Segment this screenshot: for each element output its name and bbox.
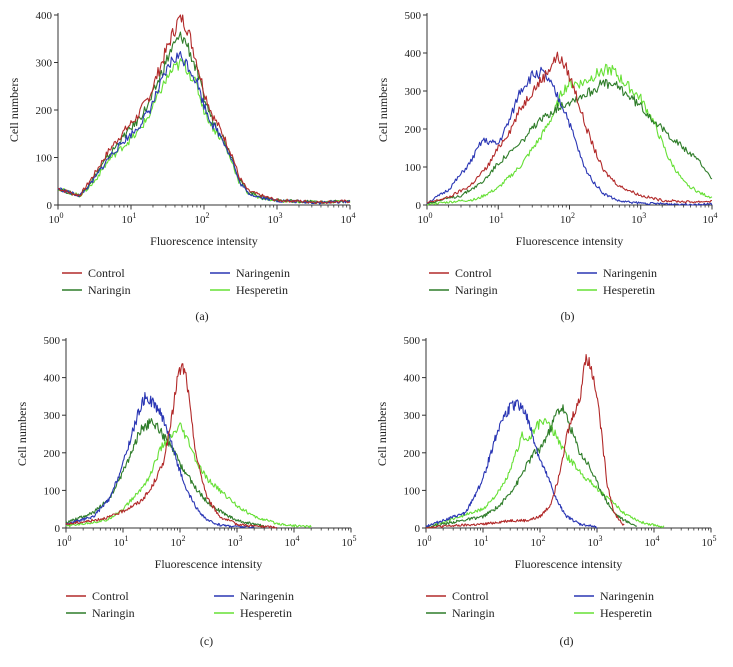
x-axis-title: Fluorescence intensity — [516, 234, 624, 248]
y-tick-label: 500 — [404, 335, 421, 347]
legend-label-hesperetin: Hesperetin — [240, 606, 292, 620]
y-tick-label: 200 — [404, 448, 421, 460]
x-tick-label: 103 — [268, 211, 283, 226]
legend-label-naringin: Naringin — [452, 606, 495, 620]
y-tick-label: 300 — [404, 410, 421, 422]
legend-label-control: Control — [88, 266, 125, 280]
series-line-hesperetin — [426, 63, 713, 206]
legend-label-hesperetin: Hesperetin — [600, 606, 652, 620]
y-tick-label: 200 — [405, 124, 422, 136]
y-axis-title: Cell numbers — [375, 402, 389, 467]
legend-label-hesperetin: Hesperetin — [236, 283, 288, 297]
series-line-naringenin — [65, 392, 255, 529]
x-tick-label: 105 — [702, 534, 717, 549]
panel-caption: (a) — [195, 309, 208, 323]
y-tick-label: 300 — [36, 58, 53, 70]
x-tick-label: 103 — [228, 534, 243, 549]
x-tick-label: 102 — [560, 211, 575, 226]
y-tick-label: 500 — [44, 335, 61, 347]
series-line-control — [65, 363, 277, 529]
y-axis-title: Cell numbers — [7, 78, 21, 143]
y-tick-label: 100 — [36, 153, 53, 165]
legend-label-naringenin: Naringenin — [240, 589, 294, 603]
y-tick-label: 100 — [405, 162, 422, 174]
panel-caption: (b) — [561, 309, 575, 323]
legend-label-control: Control — [92, 589, 129, 603]
panel-caption: (c) — [200, 634, 213, 648]
x-tick-label: 103 — [631, 211, 646, 226]
y-tick-label: 0 — [47, 200, 53, 212]
legend-label-naringenin: Naringenin — [600, 589, 654, 603]
series-line-control — [425, 354, 625, 529]
series-line-naringin — [57, 31, 351, 204]
y-tick-label: 400 — [405, 48, 422, 60]
x-tick-label: 104 — [645, 534, 660, 549]
series-line-naringenin — [57, 51, 351, 205]
y-tick-label: 200 — [36, 105, 53, 117]
x-tick-label: 101 — [474, 534, 489, 549]
series-line-control — [57, 14, 351, 204]
series-line-naringenin — [425, 399, 598, 529]
y-tick-label: 400 — [44, 373, 61, 385]
y-tick-label: 400 — [36, 10, 53, 22]
x-tick-label: 102 — [195, 211, 210, 226]
y-tick-label: 300 — [405, 86, 422, 98]
y-tick-label: 100 — [44, 485, 61, 497]
legend-label-naringin: Naringin — [455, 283, 498, 297]
y-tick-label: 0 — [55, 523, 61, 535]
legend-label-naringin: Naringin — [92, 606, 135, 620]
series-line-naringin — [65, 418, 265, 528]
x-tick-label: 101 — [122, 211, 137, 226]
y-tick-label: 0 — [416, 200, 422, 212]
legend-label-naringenin: Naringenin — [236, 266, 290, 280]
y-tick-label: 300 — [44, 410, 61, 422]
legend-label-control: Control — [452, 589, 489, 603]
series-line-naringenin — [426, 66, 713, 206]
y-axis-title: Cell numbers — [376, 78, 390, 143]
y-axis-title: Cell numbers — [15, 402, 29, 467]
x-tick-label: 102 — [171, 534, 186, 549]
x-axis-title: Fluorescence intensity — [155, 557, 263, 571]
series-line-control — [426, 51, 712, 204]
x-tick-label: 102 — [531, 534, 546, 549]
series-line-hesperetin — [425, 417, 665, 529]
legend-label-naringenin: Naringenin — [603, 266, 657, 280]
x-tick-label: 100 — [57, 534, 72, 549]
series-line-naringin — [426, 78, 713, 205]
x-tick-label: 104 — [285, 534, 300, 549]
x-tick-label: 105 — [342, 534, 357, 549]
y-tick-label: 200 — [44, 448, 61, 460]
x-tick-label: 100 — [49, 211, 64, 226]
y-tick-label: 0 — [415, 523, 421, 535]
series-line-hesperetin — [65, 422, 312, 529]
y-tick-label: 500 — [405, 10, 422, 22]
x-axis-title: Fluorescence intensity — [515, 557, 623, 571]
y-tick-label: 100 — [404, 485, 421, 497]
legend-label-naringin: Naringin — [88, 283, 131, 297]
x-tick-label: 101 — [114, 534, 129, 549]
x-tick-label: 100 — [418, 211, 433, 226]
y-tick-label: 400 — [404, 373, 421, 385]
series-line-hesperetin — [57, 58, 351, 205]
x-tick-label: 103 — [588, 534, 603, 549]
series-line-naringin — [425, 404, 638, 529]
legend-label-hesperetin: Hesperetin — [603, 283, 655, 297]
x-tick-label: 104 — [703, 211, 718, 226]
x-tick-label: 100 — [417, 534, 432, 549]
legend-label-control: Control — [455, 266, 492, 280]
panel-caption: (d) — [560, 634, 574, 648]
x-tick-label: 104 — [341, 211, 356, 226]
x-axis-title: Fluorescence intensity — [150, 234, 258, 248]
x-tick-label: 101 — [489, 211, 504, 226]
